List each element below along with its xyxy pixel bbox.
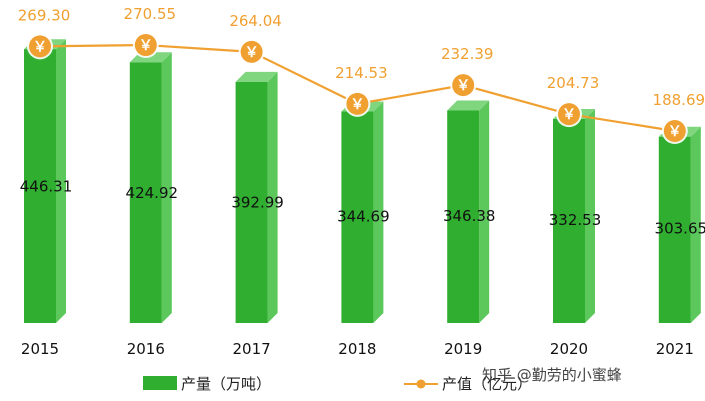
line-point-2019: ￥ 232.39: [441, 45, 494, 99]
line-value-label: 269.30: [18, 6, 71, 24]
bar-2019: 346.38: [443, 100, 496, 323]
bar-front: [129, 62, 162, 323]
bar-value-label: 344.69: [337, 207, 390, 225]
x-tick-label: 2015: [21, 340, 59, 358]
line-value-label: 188.69: [653, 91, 705, 109]
yen-marker: [346, 92, 369, 115]
line-point-2018: ￥ 214.53: [335, 64, 388, 117]
bar-side: [267, 71, 278, 323]
bar-side: [479, 100, 490, 323]
yen-icon: ￥: [562, 107, 576, 123]
yen-icon: ￥: [668, 124, 682, 140]
watermark: 知乎 @勤劳的小蜜蜂: [482, 366, 622, 384]
bar-series: 446.31 424.92 392.99 344.69 346.38 332.53 303.…: [20, 39, 705, 324]
legend-label-bar: 产量（万吨）: [181, 375, 271, 393]
legend-label-line: 产值（亿元）: [442, 375, 532, 393]
yen-icon: ￥: [350, 97, 364, 113]
bar-2018: 344.69: [337, 101, 390, 323]
line-series: ￥ 269.30 ￥ 270.55 ￥ 264.04 ￥ 214.53 ￥ 232.39 ￥ 204.…: [18, 5, 705, 144]
line-value-label: 204.73: [547, 74, 600, 92]
bar-side: [585, 108, 595, 323]
legend-swatch-bar: [143, 376, 177, 390]
line-value-label: 270.55: [124, 5, 177, 23]
yen-marker: [663, 120, 686, 142]
bar-value-label: 303.65: [655, 220, 705, 238]
bar-2017: 392.99: [231, 71, 284, 323]
yen-icon: ￥: [33, 39, 47, 55]
bar-value-label: 424.92: [126, 184, 179, 202]
yen-marker: [134, 34, 157, 57]
yen-icon: ￥: [456, 78, 470, 94]
line-point-2020: ￥ 204.73: [547, 74, 600, 128]
bar-side: [161, 52, 172, 323]
bar-front: [341, 111, 374, 323]
line-point-2015: ￥ 269.30: [18, 6, 71, 60]
bar-value-label: 446.31: [20, 178, 73, 196]
line-value-label: 214.53: [335, 64, 388, 82]
line-point-2016: ￥ 270.55: [124, 5, 177, 59]
x-tick-label: 2020: [550, 340, 588, 358]
bar-side: [56, 39, 66, 324]
bar-value-label: 346.38: [443, 207, 496, 225]
legend-swatch-marker: [416, 379, 426, 389]
x-tick-label: 2019: [444, 340, 482, 358]
bar-front: [24, 49, 56, 324]
x-tick-label: 2021: [656, 340, 694, 358]
x-axis: 2015 2016 2017 2018 2019 2020 2021: [21, 340, 694, 358]
x-tick-label: 2018: [338, 340, 376, 358]
yen-marker: [452, 74, 475, 97]
bar-2015: 446.31: [20, 39, 73, 324]
bar-front: [658, 136, 691, 323]
x-tick-label: 2017: [233, 340, 271, 358]
yen-marker: [558, 103, 580, 126]
bar-2016: 424.92: [126, 52, 179, 323]
yen-icon: ￥: [245, 45, 259, 61]
bar-top: [447, 100, 490, 111]
yen-marker: [29, 35, 51, 58]
bar-front: [447, 110, 480, 323]
bar-side: [373, 101, 384, 323]
bar-2021: 303.65: [655, 126, 705, 323]
legend: 产量（万吨） 产值（亿元）: [143, 375, 532, 393]
yen-icon: ￥: [139, 38, 153, 54]
bar-value-label: 392.99: [231, 193, 284, 211]
line-point-2017: ￥ 264.04: [229, 12, 282, 65]
x-tick-label: 2016: [127, 340, 165, 358]
bar-2020: 332.53: [549, 108, 602, 323]
line-value-label: 264.04: [229, 12, 282, 30]
bar-front: [235, 81, 268, 323]
bar-side: [690, 126, 701, 323]
bar-front: [553, 118, 585, 323]
bar-top: [235, 71, 278, 82]
bar-value-label: 332.53: [549, 211, 602, 229]
yen-marker: [240, 40, 263, 63]
line-point-2021: ￥ 188.69: [653, 91, 705, 144]
line-value-label: 232.39: [441, 45, 494, 63]
